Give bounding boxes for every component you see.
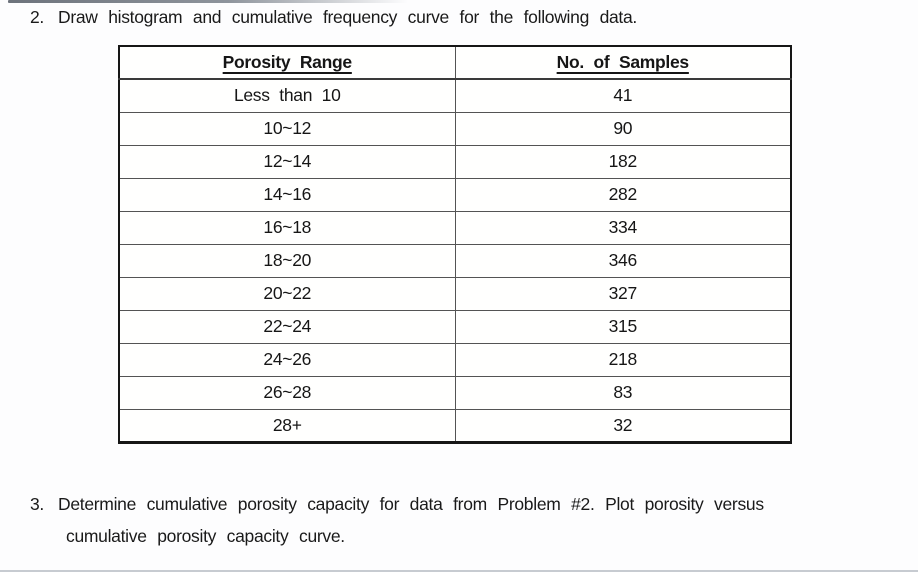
header-porosity-range-label: Porosity Range xyxy=(222,52,352,72)
problem-2-number: 2. xyxy=(30,7,44,27)
porosity-range-cell: 18~20 xyxy=(118,243,456,278)
sample-count-cell: 90 xyxy=(454,111,792,146)
table-row: 22~24 315 xyxy=(118,309,792,344)
sample-count-cell: 32 xyxy=(454,408,792,443)
sample-count-cell: 346 xyxy=(454,243,792,278)
porosity-range-cell: 24~26 xyxy=(118,342,456,377)
header-no-of-samples-label: No. of Samples xyxy=(556,52,690,72)
sample-count-cell: 218 xyxy=(454,342,792,377)
porosity-table-header: Porosity Range No. of Samples xyxy=(118,45,792,80)
problem-3-text-line2: cumulative porosity capacity curve. xyxy=(66,526,345,546)
porosity-table-body: Less than 10 41 10~12 90 12~14 182 14~16 282 16~… xyxy=(118,78,792,443)
table-row: 12~14 182 xyxy=(118,144,792,179)
porosity-range-cell: Less than 10 xyxy=(118,78,456,113)
sample-count-cell: 315 xyxy=(454,309,792,344)
header-no-of-samples: No. of Samples xyxy=(454,45,792,80)
table-row: 24~26 218 xyxy=(118,342,792,377)
porosity-range-cell: 12~14 xyxy=(118,144,456,179)
porosity-table: Porosity Range No. of Samples Less than … xyxy=(118,45,792,444)
table-row: 20~22 327 xyxy=(118,276,792,311)
scan-artifact-top-line xyxy=(8,0,408,3)
table-row: 16~18 334 xyxy=(118,210,792,245)
porosity-range-cell: 14~16 xyxy=(118,177,456,212)
table-row: 26~28 83 xyxy=(118,375,792,410)
problem-2-statement: 2. Draw histogram and cumulative frequen… xyxy=(30,7,637,28)
sample-count-cell: 327 xyxy=(454,276,792,311)
porosity-range-cell: 26~28 xyxy=(118,375,456,410)
table-row: Less than 10 41 xyxy=(118,78,792,113)
sample-count-cell: 83 xyxy=(454,375,792,410)
porosity-range-cell: 22~24 xyxy=(118,309,456,344)
table-row: 10~12 90 xyxy=(118,111,792,146)
header-porosity-range: Porosity Range xyxy=(118,45,456,80)
sample-count-cell: 334 xyxy=(454,210,792,245)
porosity-range-cell: 28+ xyxy=(118,408,456,443)
table-row: 14~16 282 xyxy=(118,177,792,212)
problem-3-statement-line1: 3. Determine cumulative porosity capacit… xyxy=(30,494,764,515)
problem-2-text: Draw histogram and cumulative frequency … xyxy=(58,7,637,27)
scan-artifact-bottom-line xyxy=(0,570,918,572)
sample-count-cell: 41 xyxy=(454,78,792,113)
porosity-range-cell: 20~22 xyxy=(118,276,456,311)
header-row: Porosity Range No. of Samples xyxy=(118,45,792,80)
sample-count-cell: 182 xyxy=(454,144,792,179)
problem-3-text-line1: Determine cumulative porosity capacity f… xyxy=(58,494,764,514)
problem-3-number: 3. xyxy=(30,494,44,514)
problem-3-statement-line2: cumulative porosity capacity curve. xyxy=(66,526,345,547)
table-row: 28+ 32 xyxy=(118,408,792,443)
table-row: 18~20 346 xyxy=(118,243,792,278)
porosity-range-cell: 16~18 xyxy=(118,210,456,245)
porosity-range-cell: 10~12 xyxy=(118,111,456,146)
sample-count-cell: 282 xyxy=(454,177,792,212)
